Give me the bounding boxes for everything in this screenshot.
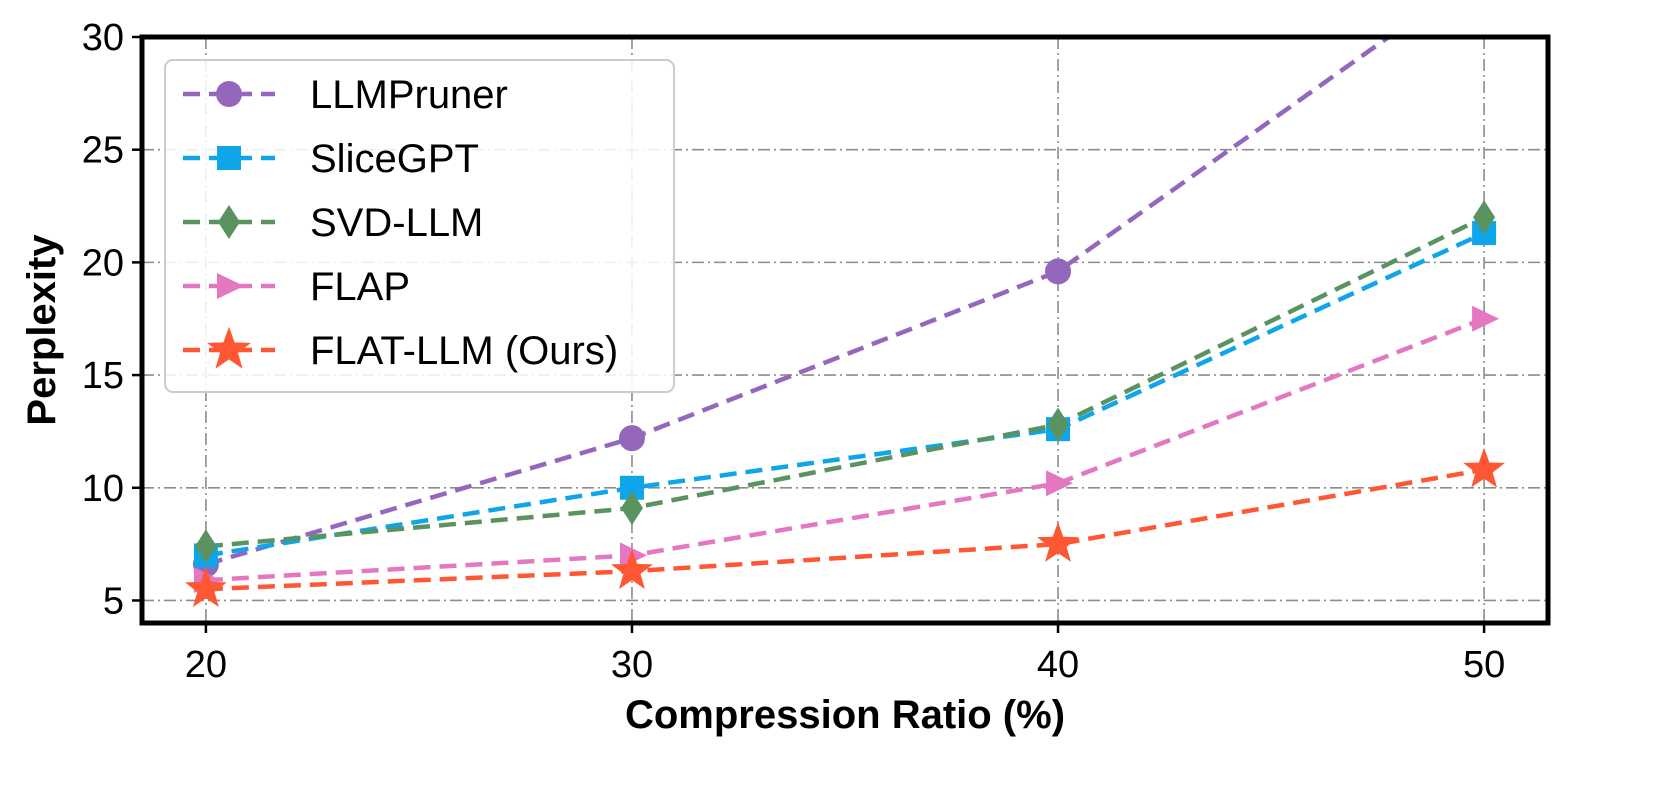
legend-marker-flat-llm-ours: [207, 326, 251, 369]
marker-svd-llm-30: [620, 491, 643, 526]
legend-marker-llmpruner: [216, 81, 242, 107]
series-markers: [185, 200, 1505, 607]
series-line-svd-llm: [205, 215, 1486, 549]
series-line-flat-llm-ours: [205, 467, 1485, 592]
marker-flap-40: [1046, 470, 1074, 497]
x-tick-label-30: 30: [611, 644, 653, 686]
y-tick-label-25: 25: [82, 130, 124, 172]
marker-svd-llm-40: [1047, 407, 1070, 442]
series-lines: [205, 37, 1486, 592]
x-axis-label: Compression Ratio (%): [625, 693, 1065, 737]
axis-ticks: 20 30 40 50 5 10 15 20 25 30: [82, 17, 1506, 686]
series-line-flap: [205, 316, 1485, 583]
legend-label-flap: FLAP: [310, 265, 410, 309]
y-axis-label: Perplexity: [20, 234, 64, 426]
marker-flat-llm-ours-30: [611, 549, 653, 589]
marker-flat-llm-ours-20: [185, 567, 227, 607]
y-tick-label-10: 10: [82, 468, 124, 510]
marker-llmpruner-30: [618, 425, 645, 452]
plot-frame: [139, 34, 1551, 626]
legend-label-llmpruner: LLMPruner: [310, 73, 508, 117]
x-tick-label-50: 50: [1463, 644, 1505, 686]
legend-marker-svd-llm: [218, 205, 240, 239]
marker-svd-llm-20: [194, 529, 217, 564]
y-tick-label-5: 5: [103, 580, 124, 622]
legend-marker-slicegpt: [217, 146, 241, 170]
y-tick-label-30: 30: [82, 17, 124, 59]
legend-label-slicegpt: SliceGPT: [310, 137, 479, 181]
legend-box: [164, 59, 675, 393]
series-line-slicegpt: [205, 231, 1486, 558]
marker-flat-llm-ours-40: [1037, 522, 1079, 562]
legend-label-svd-llm: SVD-LLM: [310, 201, 483, 245]
marker-flap-50: [1472, 305, 1500, 332]
x-tick-label-20: 20: [185, 644, 227, 686]
marker-svd-llm-50: [1473, 200, 1496, 235]
legend: LLMPruner SliceGPT SVD-LLM FLAP FLAT-LLM (Ou…: [164, 59, 675, 393]
legend-label-flat-llm-ours: FLAT-LLM (Ours): [310, 329, 618, 373]
series-line-llmpruner: [205, 37, 1393, 567]
y-tick-label-20: 20: [82, 242, 124, 284]
y-tick-label-15: 15: [82, 355, 124, 397]
x-tick-label-40: 40: [1037, 644, 1079, 686]
marker-flat-llm-ours-50: [1463, 447, 1505, 488]
marker-llmpruner-40: [1045, 258, 1072, 285]
legend-marker-flap: [217, 273, 244, 299]
